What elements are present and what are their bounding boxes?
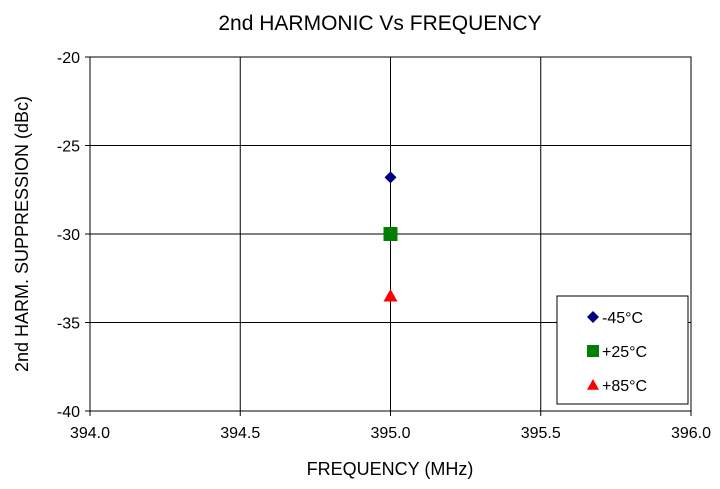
legend-marker-triangle xyxy=(587,379,599,390)
x-axis-label: FREQUENCY (MHz) xyxy=(307,459,474,479)
legend-label: +85°C xyxy=(602,378,647,395)
y-tick-label: -25 xyxy=(57,139,80,156)
legend: -45°C +25°C +85°C xyxy=(556,295,689,405)
legend-label: -45°C xyxy=(602,310,643,327)
x-tick-label: 395.0 xyxy=(370,425,410,442)
legend-box xyxy=(556,295,689,405)
legend-marker-square xyxy=(587,345,599,357)
y-tick-label: -40 xyxy=(57,404,80,421)
data-marks xyxy=(383,171,398,302)
x-tick-label: 395.5 xyxy=(521,425,561,442)
y-axis-label: 2nd HARM. SUPPRESSION (dBc) xyxy=(12,96,32,372)
chart-title: 2nd HARMONIC Vs FREQUENCY xyxy=(218,12,541,35)
x-tick-label: 394.5 xyxy=(220,425,260,442)
plot-area xyxy=(89,56,692,412)
x-tick-label: 394.0 xyxy=(70,425,110,442)
tick-labels: 394.0 394.5 395.0 395.5 396.0 -20 -25 -30 -35 -40 xyxy=(57,50,711,442)
x-tick-label: 396.0 xyxy=(671,425,711,442)
data-point-diamond xyxy=(384,171,397,184)
data-point-square xyxy=(383,227,398,241)
y-tick-label: -30 xyxy=(57,227,80,244)
y-tick-label: -35 xyxy=(57,316,80,333)
legend-label: +25°C xyxy=(602,344,647,361)
data-point-triangle xyxy=(383,288,398,302)
legend-marker-diamond xyxy=(587,311,599,323)
y-tick-label: -20 xyxy=(57,50,80,67)
